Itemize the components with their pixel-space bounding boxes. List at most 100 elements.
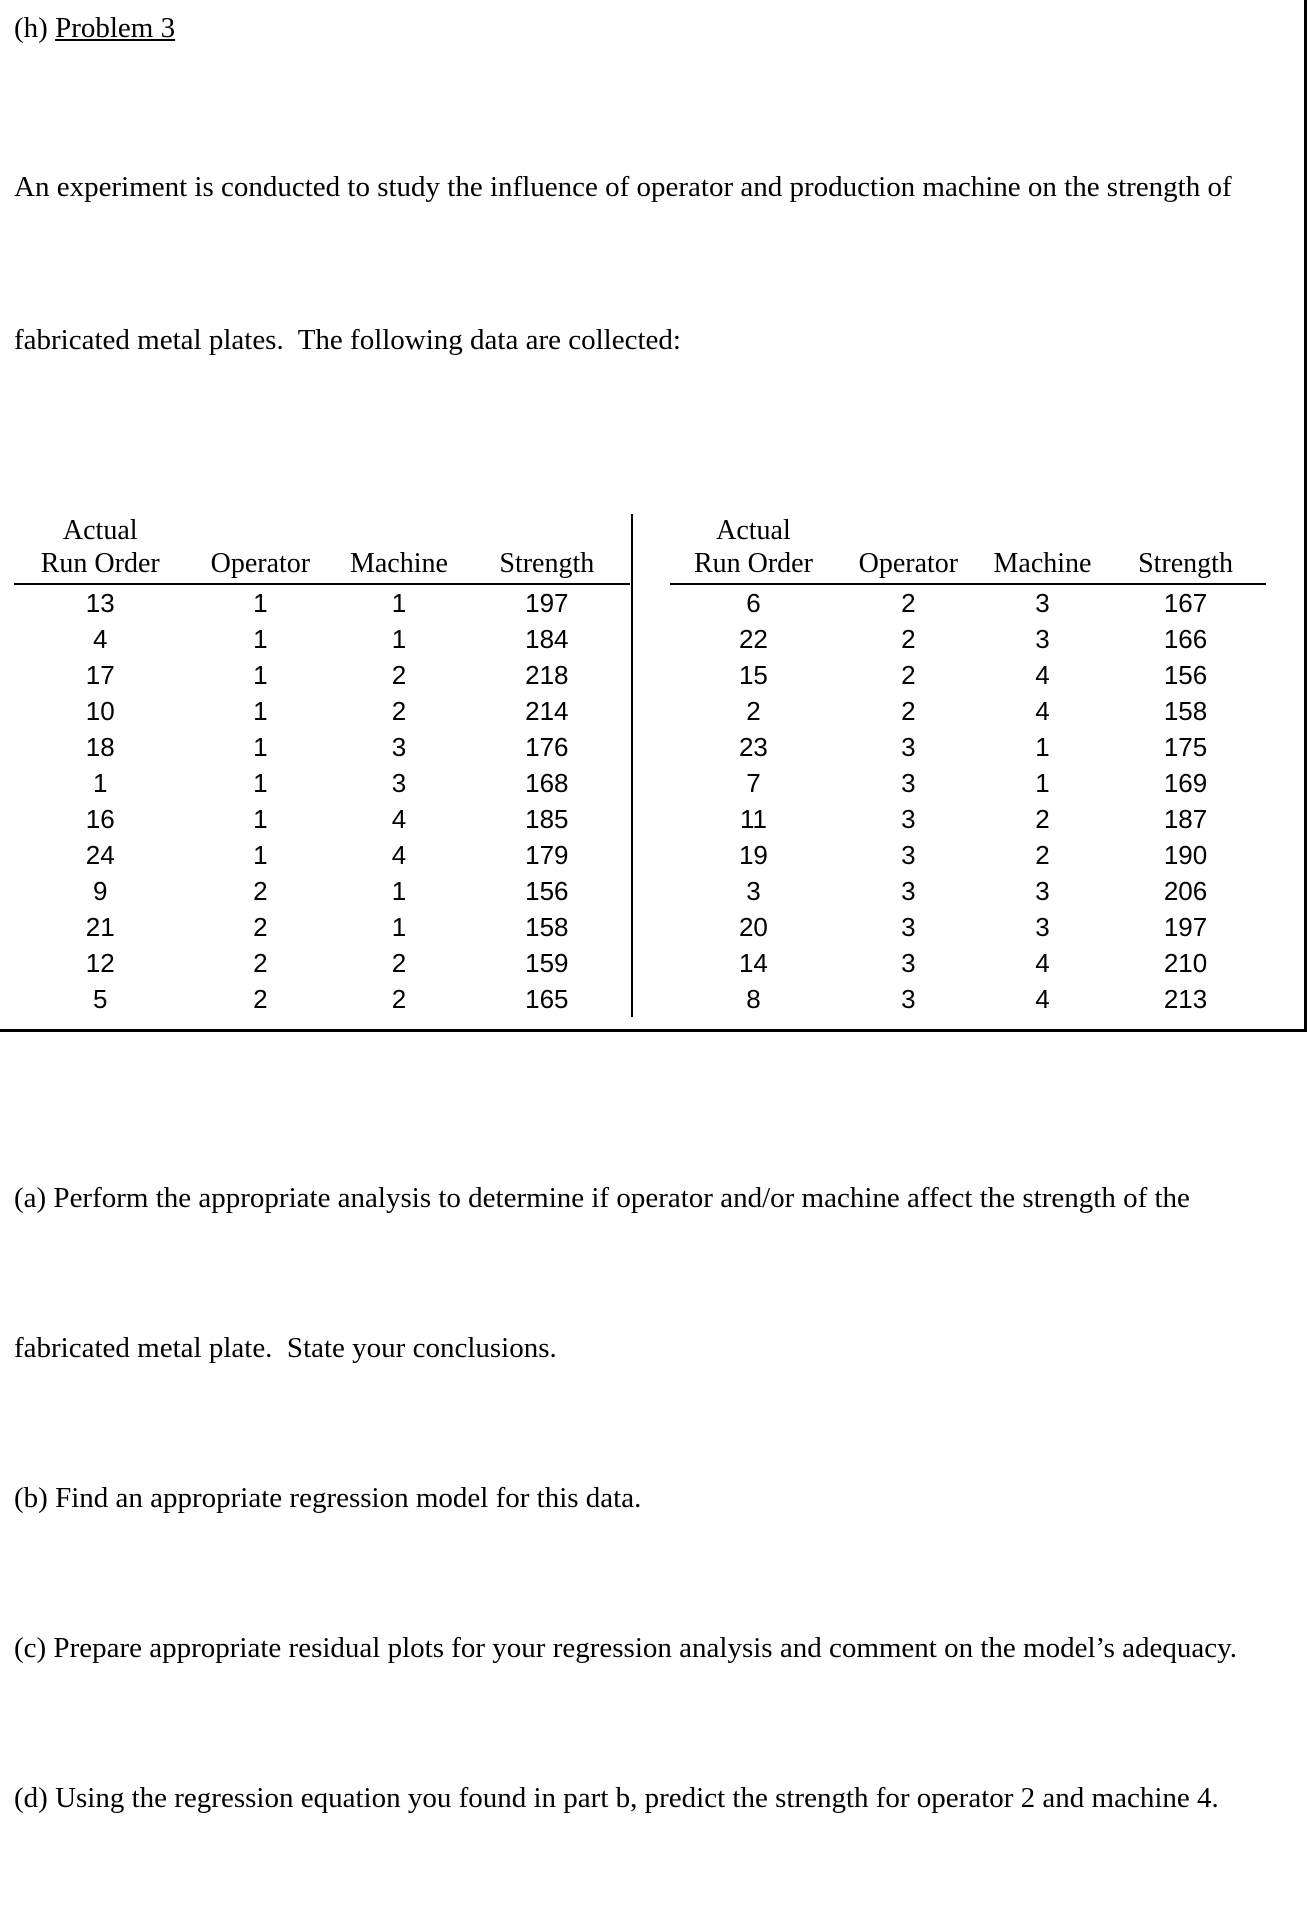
heading-title: Problem 3 — [55, 12, 176, 44]
table-cell: 165 — [525, 983, 569, 1014]
table-cell: 3 — [901, 839, 916, 870]
table-cell: 210 — [1163, 947, 1208, 978]
table-cell: 1 — [253, 695, 268, 726]
table-cell: 3 — [746, 875, 761, 906]
intro-line: An experiment is conducted to study the … — [14, 171, 1232, 203]
table-row: 8 3 4 213 — [670, 981, 1266, 1017]
table-row: 5 2 2 165 — [14, 981, 630, 1017]
table-cell: 3 — [901, 983, 916, 1014]
table-cell: 166 — [1163, 623, 1208, 654]
table-cell: 23 — [738, 731, 768, 762]
table-cell: 22 — [738, 623, 768, 654]
table-row: 16 1 4 185 — [14, 801, 630, 837]
document-page: (h) Problem 3 An experiment is conducted… — [0, 0, 1307, 1814]
table-cell: 4 — [1035, 695, 1050, 726]
heading-prefix: (h) — [14, 12, 56, 44]
table-header: Actual Run Order Operator Machine Streng… — [14, 514, 630, 584]
table-cell: 20 — [738, 911, 768, 942]
data-table-right: Actual Run Order Operator Machine Streng… — [670, 514, 1266, 1017]
table-cell: 179 — [525, 839, 569, 870]
column-header-operator: Operator — [858, 548, 959, 579]
table-row: 1 1 3 168 — [14, 765, 630, 801]
table-cell: 2 — [253, 983, 268, 1014]
table-row: 23 3 1 175 — [670, 729, 1266, 765]
column-header-strength: Strength — [1138, 548, 1233, 579]
column-header-machine: Machine — [993, 548, 1092, 579]
table-cell: 3 — [901, 767, 916, 798]
table-cell: 175 — [1163, 731, 1208, 762]
table-row: 6 2 3 167 — [670, 584, 1266, 621]
table-cell: 14 — [738, 947, 768, 978]
table-cell: 2 — [1035, 803, 1050, 834]
column-header-top: Actual — [62, 515, 138, 546]
column-header-run-order: Actual Run Order — [670, 514, 837, 584]
table-cell: 2 — [391, 983, 407, 1014]
table-row: 7 3 1 169 — [670, 765, 1266, 801]
table-cell: 1 — [1035, 767, 1050, 798]
table-cell: 2 — [901, 623, 916, 654]
column-header-operator: Operator — [210, 548, 311, 579]
intro-line: fabricated metal plates. The following d… — [14, 324, 681, 356]
table-cell: 16 — [85, 803, 115, 834]
table-cell: 1 — [391, 587, 407, 618]
column-header-strength: Strength — [499, 548, 595, 579]
table-cell: 184 — [525, 623, 569, 654]
table-cell: 24 — [85, 839, 115, 870]
table-cell: 15 — [738, 659, 768, 690]
table-cell: 2 — [253, 911, 268, 942]
table-row: 4 1 1 184 — [14, 621, 630, 657]
table-cell: 1 — [93, 767, 108, 798]
column-header-run-order: Actual Run Order — [14, 514, 186, 584]
table-cell: 1 — [253, 587, 268, 618]
table-cell: 12 — [85, 947, 115, 978]
table-cell: 167 — [1163, 587, 1208, 618]
table-cell: 21 — [85, 911, 115, 942]
table-cell: 1 — [1035, 731, 1050, 762]
table-cell: 187 — [1163, 803, 1208, 834]
table-cell: 2 — [391, 947, 407, 978]
table-cell: 19 — [738, 839, 768, 870]
table-row: 11 3 2 187 — [670, 801, 1266, 837]
table-cell: 1 — [391, 911, 407, 942]
table-cell: 4 — [391, 803, 407, 834]
column-header-top: Actual — [716, 515, 791, 546]
table-cell: 3 — [901, 947, 916, 978]
question-line: (a) Perform the appropriate analysis to … — [14, 1182, 1190, 1214]
table-cell: 1 — [391, 875, 407, 906]
table-cell: 3 — [391, 731, 407, 762]
table-cell: 5 — [93, 983, 108, 1014]
table-row: 13 1 1 197 — [14, 584, 630, 621]
table-row: 14 3 4 210 — [670, 945, 1266, 981]
table-cell: 2 — [901, 695, 916, 726]
header-row: Actual Run Order Operator Machine Streng… — [670, 514, 1266, 584]
table-row: 3 3 3 206 — [670, 873, 1266, 909]
question-line: (b) Find an appropriate regression model… — [14, 1482, 642, 1514]
table-cell: 1 — [253, 659, 268, 690]
table-cell: 176 — [525, 731, 569, 762]
data-tables: Actual Run Order Operator Machine Streng… — [14, 514, 1304, 1017]
table-cell: 2 — [1035, 839, 1050, 870]
table-cell: 1 — [253, 803, 268, 834]
table-cell: 3 — [901, 875, 916, 906]
table-cell: 168 — [525, 767, 569, 798]
table-row: 10 1 2 214 — [14, 693, 630, 729]
table-cell: 1 — [391, 623, 407, 654]
table-cell: 197 — [525, 587, 569, 618]
table-cell: 18 — [85, 731, 115, 762]
table-cell: 156 — [1163, 659, 1208, 690]
question-line: (d) Using the regression equation you fo… — [14, 1782, 1219, 1814]
table-cell: 4 — [1035, 947, 1050, 978]
table-cell: 185 — [525, 803, 569, 834]
table-row: 19 3 2 190 — [670, 837, 1266, 873]
table-cell: 2 — [901, 587, 916, 618]
table-row: 20 3 3 197 — [670, 909, 1266, 945]
table-cell: 9 — [93, 875, 108, 906]
table-cell: 158 — [1163, 695, 1208, 726]
header-row: Actual Run Order Operator Machine Streng… — [14, 514, 630, 584]
table-row: 21 2 1 158 — [14, 909, 630, 945]
table-cell: 2 — [391, 695, 407, 726]
column-header-machine: Machine — [349, 548, 448, 579]
table-cell: 158 — [525, 911, 569, 942]
table-row: 22 2 3 166 — [670, 621, 1266, 657]
table-cell: 3 — [1035, 911, 1050, 942]
